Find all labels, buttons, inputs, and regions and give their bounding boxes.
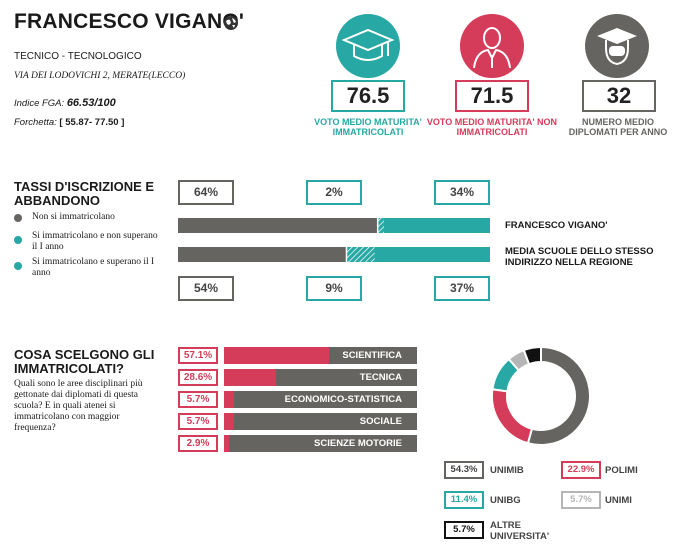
stat-label-non-immatricolati: VOTO MEDIO MATURITA' NON IMMATRICOLATI	[426, 117, 558, 137]
region-stacked-bar	[178, 247, 490, 262]
fga-index: Indice FGA: 66.53/100	[14, 97, 116, 109]
iscrizione-title: TASSI D'ISCRIZIONE E ABBANDONO	[14, 179, 155, 208]
legend-dot-sup	[14, 262, 22, 270]
forchetta: Forchetta: [ 55.87- 77.50 ]	[14, 117, 125, 128]
school-segment-sup	[383, 218, 490, 233]
area-pct: 5.7%	[178, 413, 218, 430]
area-bar	[224, 435, 417, 452]
unimib-pct: 54.3%	[444, 461, 484, 479]
legend-label-sup: Si immatricolano e superano il I anno	[32, 257, 155, 278]
donut-slice-unimib	[526, 345, 591, 446]
legend-dot-abb	[14, 236, 22, 244]
school-bar-label: FRANCESCO VIGANO'	[505, 220, 608, 231]
school-sup-pct: 34%	[434, 180, 490, 205]
stat-value-diplomati: 32	[582, 80, 656, 112]
altre-pct: 5.7%	[444, 521, 484, 539]
region-non-pct: 54%	[178, 276, 234, 301]
area-pct: 28.6%	[178, 369, 218, 386]
region-abb-pct: 9%	[306, 276, 362, 301]
area-bar-fill	[224, 413, 235, 430]
area-label: TECNICA	[359, 372, 402, 383]
school-segment-non	[178, 218, 378, 233]
area-pct: 5.7%	[178, 391, 218, 408]
university-donut	[491, 345, 591, 446]
scelte-title: COSA SCELGONO GLI IMMATRICOLATI?	[14, 347, 155, 376]
area-pct: 57.1%	[178, 347, 218, 364]
globe-icon[interactable]	[223, 15, 239, 31]
region-sup-pct: 37%	[434, 276, 490, 301]
area-bar-fill	[224, 435, 230, 452]
school-non-pct: 64%	[178, 180, 234, 205]
area-bar-fill	[224, 391, 235, 408]
school-address: VIA DEI LODOVICHI 2, MERATE(LECCO)	[14, 71, 186, 81]
stat-value-immatricolati: 76.5	[331, 80, 405, 112]
altre-label: ALTRE UNIVERSITA'	[490, 520, 550, 542]
school-segment-abb	[377, 218, 384, 233]
area-bar	[224, 413, 417, 430]
area-pct: 2.9%	[178, 435, 218, 452]
region-segment-sup	[374, 247, 490, 262]
area-bar-fill	[224, 347, 329, 364]
unibg-label: UNIBG	[490, 495, 521, 506]
legend-label-abb: Si immatricolano e non superano il I ann…	[32, 231, 158, 252]
region-segment-non	[178, 247, 347, 262]
legend-label-non: Non si immatricolano	[32, 212, 115, 222]
unimib-label: UNIMIB	[490, 465, 524, 476]
scelte-question: Quali sono le aree disciplinari più gett…	[14, 379, 143, 433]
person-icon	[460, 14, 524, 78]
graduation-cap-icon	[336, 14, 400, 78]
area-label: SCIENTIFICA	[342, 350, 402, 361]
graduate-head-icon	[585, 14, 649, 78]
school-name: FRANCESCO VIGANO'	[14, 10, 245, 33]
stat-label-diplomati: NUMERO MEDIO DIPLOMATI PER ANNO	[568, 117, 668, 137]
stat-value-non-immatricolati: 71.5	[455, 80, 529, 112]
unimi-label: UNIMI	[605, 495, 632, 506]
donut-slice-altre-universita-	[522, 345, 542, 366]
school-abb-pct: 2%	[306, 180, 362, 205]
polimi-pct: 22.9%	[561, 461, 601, 479]
stat-label-immatricolati: VOTO MEDIO MATURITA' IMMATRICOLATI	[314, 117, 422, 137]
iscrizione-bars	[178, 218, 490, 262]
school-stacked-bar	[178, 218, 490, 233]
area-label: ECONOMICO-STATISTICA	[284, 394, 402, 405]
legend-dot-non	[14, 214, 22, 222]
polimi-label: POLIMI	[605, 465, 638, 476]
region-segment-abb	[346, 247, 375, 262]
donut-slice-polimi	[491, 388, 534, 445]
area-bar-fill	[224, 369, 277, 386]
area-label: SCIENZE MOTORIE	[314, 438, 402, 449]
unimi-pct: 5.7%	[561, 491, 601, 509]
school-type: TECNICO - TECNOLOGICO	[14, 51, 142, 62]
area-label: SOCIALE	[359, 416, 402, 427]
area-bar	[224, 391, 417, 408]
unibg-pct: 11.4%	[444, 491, 484, 509]
region-bar-label: MEDIA SCUOLE DELLO STESSO INDIRIZZO NELL…	[505, 246, 654, 268]
